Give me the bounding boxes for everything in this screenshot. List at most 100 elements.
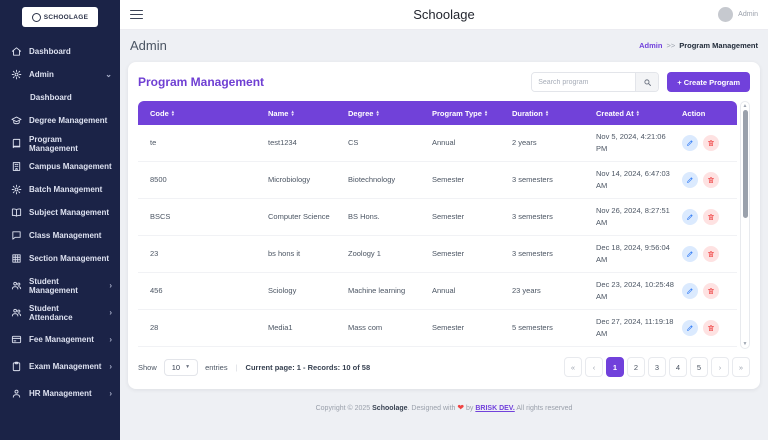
sidebar-item-label: Student Attendance (29, 303, 73, 322)
breadcrumb-separator: >> (666, 40, 676, 50)
column-header-degree[interactable]: Degree ▴ ▾ (348, 108, 379, 118)
search-icon (644, 78, 651, 86)
show-label: Show (138, 362, 157, 372)
sort-icon: ▴ ▾ (636, 108, 639, 117)
sidebar-item-campus-management[interactable]: Campus Management (0, 156, 120, 177)
delete-button[interactable] (703, 283, 719, 299)
page-nav-button[interactable]: › (711, 357, 729, 377)
programs-table: Code ▴ ▾ Name ▴ ▾ Degree ▴ ▾ Program Type ▴ ▾ Durati… (138, 101, 750, 349)
page-button-3[interactable]: 3 (648, 357, 666, 377)
cell-name: Sciology (268, 286, 297, 295)
cell-duration: 3 semesters (512, 249, 553, 258)
page-button-5[interactable]: 5 (690, 357, 708, 377)
page-button-1[interactable]: 1 (606, 357, 624, 377)
trash-icon (708, 325, 714, 331)
column-header-name[interactable]: Name ▴ ▾ (268, 108, 294, 118)
sidebar-item-program-management[interactable]: Program Management (0, 133, 120, 154)
sidebar-item-exam-management[interactable]: Exam Management › (0, 356, 120, 377)
page-nav-button[interactable]: » (732, 357, 750, 377)
page-nav-button[interactable]: « (564, 357, 582, 377)
sidebar-item-hr-management[interactable]: HR Management › (0, 383, 120, 404)
logo-circle-icon (31, 12, 41, 22)
chevron-right-icon: › (109, 335, 112, 344)
edit-button[interactable] (682, 246, 698, 262)
sidebar-item-class-management[interactable]: Class Management (0, 225, 120, 246)
book-icon (12, 138, 21, 149)
user-menu[interactable]: Admin (718, 7, 758, 22)
cell-actions (682, 320, 737, 336)
edit-button[interactable] (682, 135, 698, 151)
pencil-icon (687, 288, 693, 294)
chevron-right-icon: › (109, 389, 112, 398)
home-icon (11, 47, 22, 56)
scrollbar-thumb[interactable] (742, 110, 748, 218)
panel-title: Program Management (138, 75, 265, 89)
sort-icon: ▴ ▾ (484, 108, 488, 117)
cog-icon (11, 184, 22, 195)
brand-name: Schoolage (372, 405, 408, 412)
sidebar-item-admin[interactable]: Admin ⌄ (0, 64, 120, 85)
sidebar-item-subject-management[interactable]: Subject Management (0, 202, 120, 223)
delete-button[interactable] (703, 246, 719, 262)
users-icon (11, 281, 22, 290)
pencil-icon (687, 140, 693, 146)
table-body: te test1234 CS Annual 2 years Nov 5, 2024, 4:… (138, 125, 737, 347)
search-button[interactable] (635, 73, 659, 91)
cell-type: Semester (432, 175, 465, 184)
sidebar-nav: Dashboard Admin ⌄ Dashboard Degree Managemen… (0, 41, 120, 406)
sidebar-item-dashboard[interactable]: Dashboard (0, 87, 120, 108)
page-button-4[interactable]: 4 (669, 357, 687, 377)
sidebar-item-section-management[interactable]: Section Management (0, 248, 120, 269)
cell-name: test1234 (268, 138, 297, 147)
delete-button[interactable] (703, 209, 719, 225)
scroll-down-icon[interactable]: ▼ (742, 341, 748, 347)
sidebar-item-degree-management[interactable]: Degree Management (0, 110, 120, 131)
user-label: Admin (738, 11, 758, 18)
cell-duration: 3 semesters (512, 175, 553, 184)
table-footer: Show 10 ▼ entries | Current page: 1 - Re… (138, 357, 750, 377)
column-header-created-at[interactable]: Created At ▴ ▾ (596, 108, 639, 118)
table-row: 23 bs hons it Zoology 1 Semester 3 semesters… (138, 236, 737, 273)
column-header-code[interactable]: Code ▴ ▾ (150, 108, 175, 118)
sort-icon: ▴ ▾ (171, 108, 175, 117)
delete-button[interactable] (703, 135, 719, 151)
sidebar-item-student-management[interactable]: Student Management › (0, 275, 120, 296)
edit-button[interactable] (682, 320, 698, 336)
delete-button[interactable] (703, 320, 719, 336)
breadcrumb-section-link[interactable]: Admin (639, 40, 663, 50)
edit-button[interactable] (682, 172, 698, 188)
table-scrollbar[interactable]: ▲ ▼ (740, 101, 750, 349)
menu-toggle-icon[interactable] (130, 9, 143, 20)
page-header: Admin Admin >> Program Management (120, 30, 768, 60)
users-icon (11, 308, 22, 317)
cell-degree: Mass com (348, 323, 383, 332)
page-nav-button[interactable]: ‹ (585, 357, 603, 377)
heart-icon: ❤ (457, 403, 465, 412)
column-header-program-type[interactable]: Program Type ▴ ▾ (432, 108, 488, 118)
chevron-right-icon: › (109, 308, 112, 317)
sidebar-item-label: Fee Management (29, 335, 94, 344)
cell-type: Semester (432, 323, 465, 332)
sidebar-item-dashboard[interactable]: Dashboard (0, 41, 120, 62)
app-title: Schoolage (413, 7, 475, 22)
sidebar-item-student-attendance[interactable]: Student Attendance › (0, 302, 120, 323)
edit-button[interactable] (682, 209, 698, 225)
delete-button[interactable] (703, 172, 719, 188)
page-button-2[interactable]: 2 (627, 357, 645, 377)
scroll-up-icon[interactable]: ▲ (742, 103, 748, 109)
breadcrumb-current: Program Management (679, 40, 758, 50)
search-input[interactable] (532, 73, 636, 91)
trash-icon (708, 251, 714, 257)
cell-created: Nov 14, 2024, 6:47:03 AM (596, 169, 670, 190)
sidebar-item-fee-management[interactable]: Fee Management › (0, 329, 120, 350)
program-management-panel: Program Management + Create Program Code… (128, 62, 760, 389)
brisk-dev-link[interactable]: BRISK DEV. (475, 405, 515, 412)
sidebar-item-label: Exam Management (29, 362, 102, 371)
create-program-button[interactable]: + Create Program (667, 72, 750, 92)
page-size-select[interactable]: 10 ▼ (163, 358, 199, 376)
sort-icon: ▴ ▾ (376, 108, 379, 117)
column-header-duration[interactable]: Duration ▴ ▾ (512, 108, 549, 118)
building-icon (12, 162, 21, 171)
sidebar-item-batch-management[interactable]: Batch Management (0, 179, 120, 200)
edit-button[interactable] (682, 283, 698, 299)
